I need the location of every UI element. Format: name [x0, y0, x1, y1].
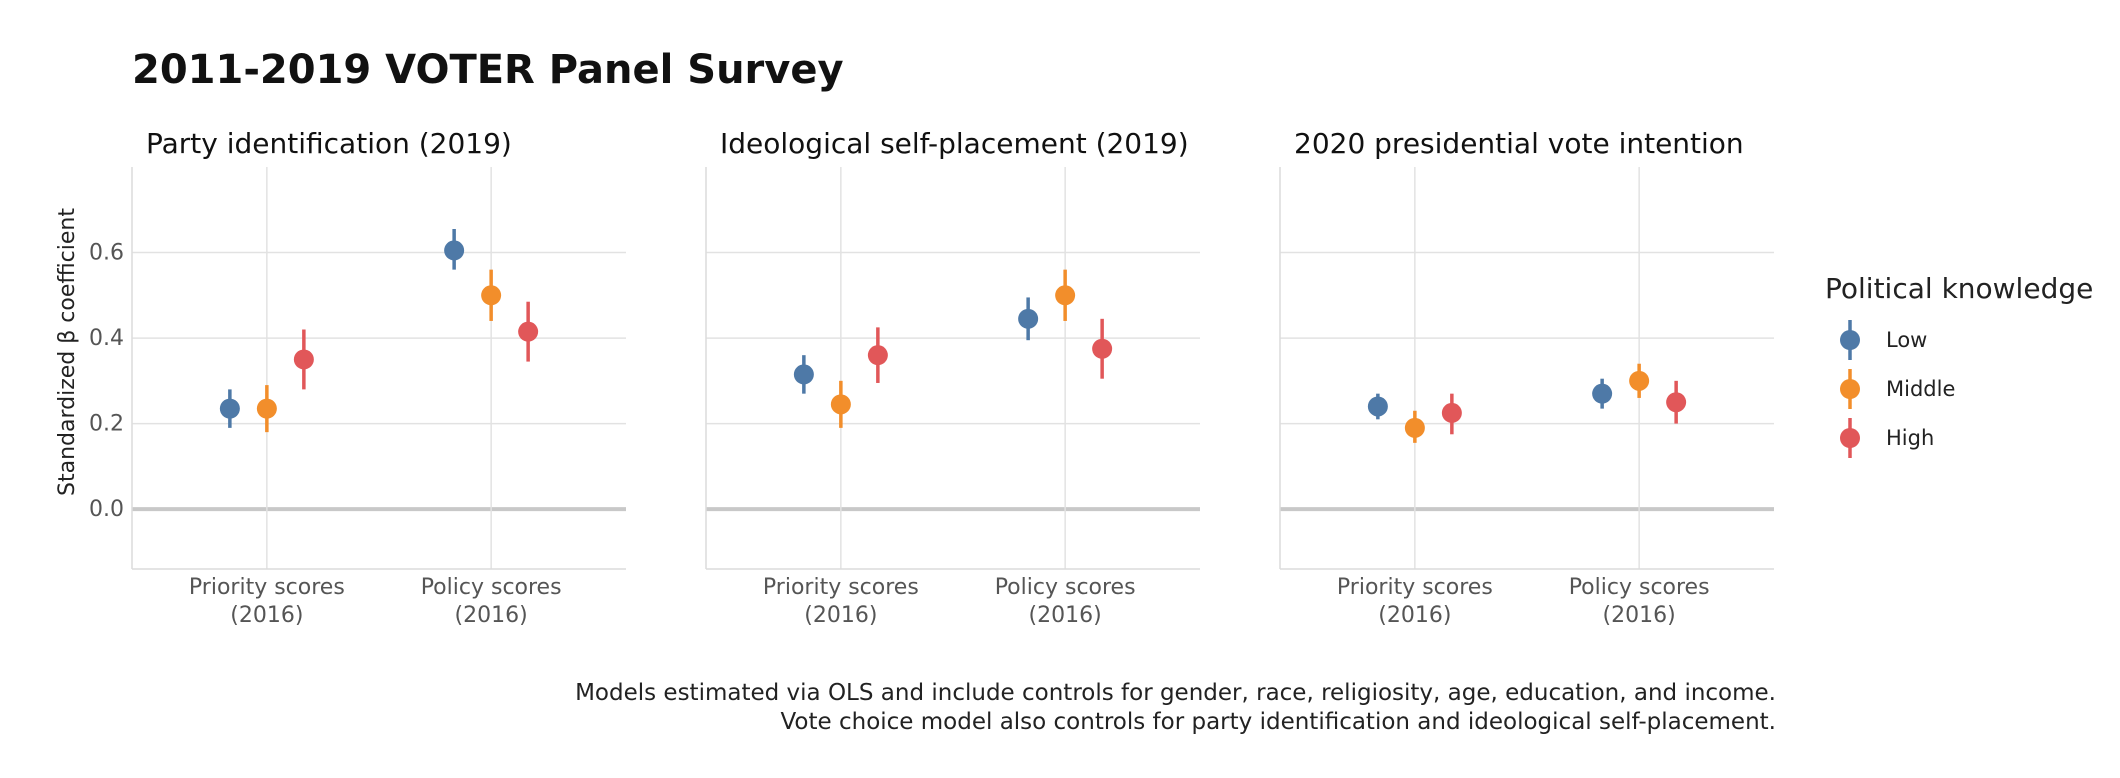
- data-point: [1629, 370, 1650, 391]
- y-tick-label: 0.0: [89, 497, 124, 522]
- panel-title: Party identification (2019): [146, 127, 512, 160]
- panel-1: Party identification (2019) Priority scor…: [131, 127, 626, 628]
- y-axis-title: Standardized β coefficient: [55, 208, 80, 496]
- x-tick-label: Priority scores: [1337, 575, 1493, 600]
- x-tick-label: (2016): [230, 603, 303, 628]
- caption: Models estimated via OLS and include con…: [575, 680, 1776, 735]
- legend-key-dot: [1840, 379, 1860, 399]
- legend-label: Low: [1886, 328, 1927, 352]
- data-point: [481, 285, 502, 306]
- caption-line-2: Vote choice model also controls for part…: [780, 709, 1776, 735]
- panel-3: 2020 presidential vote intention Priority…: [1279, 127, 1774, 628]
- panel-title: Ideological self-placement (2019): [720, 127, 1189, 160]
- data-point: [518, 321, 539, 342]
- legend-item-high: High: [1840, 418, 1934, 458]
- data-point: [293, 349, 314, 370]
- data-point: [867, 345, 888, 366]
- legend-item-middle: Middle: [1840, 369, 1955, 409]
- panel-title: 2020 presidential vote intention: [1294, 127, 1744, 160]
- panel-2: Ideological self-placement (2019) Priorit…: [705, 127, 1200, 628]
- data-point: [1592, 383, 1613, 404]
- x-tick-label: (2016): [1378, 603, 1451, 628]
- x-tick-label: Priority scores: [189, 575, 345, 600]
- data-point: [793, 364, 814, 385]
- y-tick-label: 0.4: [89, 326, 124, 351]
- panels: Party identification (2019) Priority scor…: [131, 127, 1774, 628]
- data-point: [219, 398, 240, 419]
- data-point: [1441, 402, 1462, 423]
- x-tick-label: (2016): [1603, 603, 1676, 628]
- chart-title: 2011-2019 VOTER Panel Survey: [132, 47, 844, 93]
- data-point: [1018, 308, 1039, 329]
- x-tick-label: Policy scores: [421, 575, 562, 600]
- data-point: [1666, 392, 1687, 413]
- y-axis: 0.0 0.2 0.4 0.6 Standardized β coefficient: [55, 208, 124, 522]
- legend-label: Middle: [1886, 377, 1955, 401]
- legend-label: High: [1886, 426, 1934, 450]
- data-point: [1367, 396, 1388, 417]
- y-tick-label: 0.2: [89, 412, 124, 437]
- data-point: [1092, 338, 1113, 359]
- y-tick-label: 0.6: [89, 241, 124, 266]
- data-point: [256, 398, 277, 419]
- x-tick-label: Policy scores: [995, 575, 1136, 600]
- data-point: [830, 394, 851, 415]
- data-point: [1404, 417, 1425, 438]
- x-tick-label: Policy scores: [1569, 575, 1710, 600]
- legend-key-dot: [1840, 428, 1860, 448]
- x-tick-label: (2016): [455, 603, 528, 628]
- legend-key-dot: [1840, 330, 1860, 350]
- legend-item-low: Low: [1840, 320, 1927, 360]
- legend-title: Political knowledge: [1825, 272, 2093, 305]
- x-tick-label: (2016): [1029, 603, 1102, 628]
- data-point: [1055, 285, 1076, 306]
- x-tick-label: (2016): [804, 603, 877, 628]
- data-point: [444, 240, 465, 261]
- legend: Political knowledge Low Middle High: [1825, 272, 2093, 458]
- caption-line-1: Models estimated via OLS and include con…: [575, 680, 1776, 706]
- x-tick-label: Priority scores: [763, 575, 919, 600]
